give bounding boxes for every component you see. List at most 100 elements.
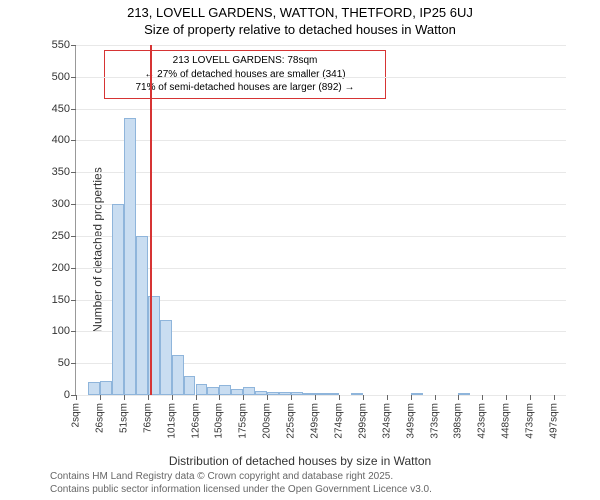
ytick-mark <box>71 331 76 332</box>
footer-text: Contains HM Land Registry data © Crown c… <box>50 470 432 496</box>
xtick-mark <box>530 395 531 400</box>
histogram-bar <box>124 118 136 395</box>
ytick-mark <box>71 300 76 301</box>
ytick-label: 200 <box>52 262 70 274</box>
histogram-bar <box>184 376 196 395</box>
histogram-bar <box>231 389 243 395</box>
histogram-bar <box>160 320 172 395</box>
gridline <box>76 395 566 396</box>
reference-line <box>150 45 152 395</box>
ytick-mark <box>71 172 76 173</box>
histogram-bar <box>279 392 291 395</box>
xtick-mark <box>267 395 268 400</box>
histogram-bar <box>303 393 315 395</box>
histogram-bar <box>458 393 470 395</box>
histogram-bar <box>112 204 124 395</box>
xtick-label: 175sqm <box>238 403 249 439</box>
ytick-label: 0 <box>64 389 70 401</box>
ytick-label: 500 <box>52 71 70 83</box>
xtick-mark <box>148 395 149 400</box>
xtick-label: 150sqm <box>214 403 225 439</box>
xtick-label: 448sqm <box>501 403 512 439</box>
histogram-bar <box>196 384 208 395</box>
xtick-mark <box>172 395 173 400</box>
xtick-mark <box>339 395 340 400</box>
histogram-bar <box>100 381 112 395</box>
xtick-mark <box>291 395 292 400</box>
xtick-label: 51sqm <box>118 403 129 433</box>
ytick-mark <box>71 268 76 269</box>
xtick-label: 200sqm <box>262 403 273 439</box>
xtick-label: 2sqm <box>71 403 82 427</box>
xtick-mark <box>124 395 125 400</box>
chart-title: 213, LOVELL GARDENS, WATTON, THETFORD, I… <box>0 5 600 37</box>
xtick-mark <box>458 395 459 400</box>
annotation-box: 213 LOVELL GARDENS: 78sqm ← 27% of detac… <box>104 50 386 99</box>
xtick-label: 349sqm <box>405 403 416 439</box>
title-line1: 213, LOVELL GARDENS, WATTON, THETFORD, I… <box>0 5 600 20</box>
ytick-label: 350 <box>52 166 70 178</box>
ytick-label: 300 <box>52 198 70 210</box>
xtick-label: 373sqm <box>429 403 440 439</box>
histogram-bar <box>351 393 363 395</box>
histogram-bar <box>267 392 279 395</box>
histogram-bar <box>243 387 255 395</box>
plot-area: 213 LOVELL GARDENS: 78sqm ← 27% of detac… <box>75 45 566 396</box>
xtick-label: 274sqm <box>333 403 344 439</box>
xtick-mark <box>554 395 555 400</box>
ytick-label: 50 <box>58 357 70 369</box>
ytick-label: 250 <box>52 230 70 242</box>
histogram-bar <box>411 393 423 395</box>
ytick-label: 150 <box>52 294 70 306</box>
ytick-mark <box>71 236 76 237</box>
ytick-mark <box>71 77 76 78</box>
histogram-bar <box>327 393 339 395</box>
xtick-label: 249sqm <box>310 403 321 439</box>
xaxis-label: Distribution of detached houses by size … <box>169 454 431 468</box>
ytick-mark <box>71 45 76 46</box>
histogram-bar <box>172 355 184 395</box>
ytick-mark <box>71 204 76 205</box>
xtick-mark <box>435 395 436 400</box>
histogram-bar <box>291 392 303 395</box>
xtick-mark <box>315 395 316 400</box>
xtick-label: 225sqm <box>286 403 297 439</box>
histogram-bar <box>207 387 219 395</box>
xtick-mark <box>243 395 244 400</box>
ytick-label: 550 <box>52 39 70 51</box>
xtick-label: 76sqm <box>142 403 153 433</box>
xtick-mark <box>363 395 364 400</box>
xtick-mark <box>100 395 101 400</box>
xtick-label: 101sqm <box>166 403 177 439</box>
histogram-bar <box>136 236 148 395</box>
xtick-label: 26sqm <box>94 403 105 433</box>
ytick-mark <box>71 363 76 364</box>
footer-line2: Contains public sector information licen… <box>50 483 432 496</box>
xtick-mark <box>76 395 77 400</box>
xtick-label: 126sqm <box>190 403 201 439</box>
xtick-label: 299sqm <box>357 403 368 439</box>
xtick-label: 398sqm <box>453 403 464 439</box>
xtick-label: 324sqm <box>381 403 392 439</box>
xtick-mark <box>196 395 197 400</box>
xtick-mark <box>411 395 412 400</box>
title-line2: Size of property relative to detached ho… <box>0 22 600 37</box>
xtick-label: 497sqm <box>549 403 560 439</box>
xtick-mark <box>482 395 483 400</box>
histogram-bar <box>219 385 231 395</box>
ytick-label: 100 <box>52 325 70 337</box>
footer-line1: Contains HM Land Registry data © Crown c… <box>50 470 432 483</box>
ytick-mark <box>71 109 76 110</box>
xtick-mark <box>506 395 507 400</box>
histogram-bar <box>315 393 327 395</box>
xtick-label: 473sqm <box>525 403 536 439</box>
ytick-label: 450 <box>52 103 70 115</box>
xtick-label: 423sqm <box>477 403 488 439</box>
xtick-mark <box>387 395 388 400</box>
histogram-bar <box>88 382 100 395</box>
xtick-mark <box>219 395 220 400</box>
histogram-bar <box>255 391 267 395</box>
ytick-mark <box>71 140 76 141</box>
chart-container: 213, LOVELL GARDENS, WATTON, THETFORD, I… <box>0 0 600 500</box>
ytick-label: 400 <box>52 134 70 146</box>
